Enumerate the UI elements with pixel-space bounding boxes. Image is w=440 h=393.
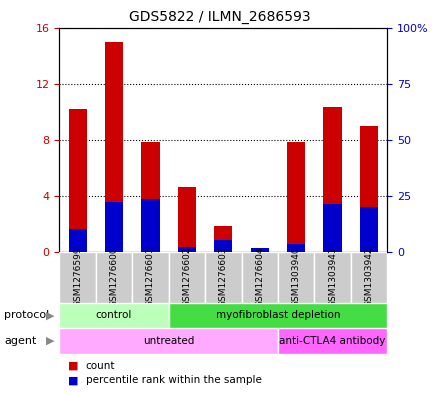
Text: ▶: ▶ bbox=[46, 310, 55, 320]
Text: untreated: untreated bbox=[143, 336, 194, 346]
Bar bbox=[242, 252, 278, 303]
Bar bbox=[178, 187, 196, 252]
Text: agent: agent bbox=[4, 336, 37, 346]
Text: GSM1303942: GSM1303942 bbox=[364, 247, 374, 307]
Bar bbox=[105, 42, 123, 252]
Bar bbox=[251, 249, 269, 252]
Bar bbox=[287, 244, 305, 252]
Bar bbox=[205, 252, 242, 303]
Bar bbox=[287, 142, 305, 252]
Bar bbox=[141, 199, 160, 252]
Text: myofibroblast depletion: myofibroblast depletion bbox=[216, 310, 340, 320]
Text: GSM1276600: GSM1276600 bbox=[110, 247, 118, 307]
Text: GSM1276603: GSM1276603 bbox=[219, 247, 228, 307]
Bar bbox=[323, 107, 342, 252]
Text: ▶: ▶ bbox=[46, 336, 55, 346]
Bar bbox=[360, 207, 378, 252]
Bar bbox=[69, 109, 87, 252]
Text: ■: ■ bbox=[68, 375, 79, 385]
Bar bbox=[214, 240, 232, 252]
Bar bbox=[169, 303, 387, 328]
Bar bbox=[214, 226, 232, 252]
Bar bbox=[351, 252, 387, 303]
Bar bbox=[141, 142, 160, 252]
Text: count: count bbox=[86, 361, 115, 371]
Bar bbox=[59, 252, 96, 303]
Text: GSM1276599: GSM1276599 bbox=[73, 247, 82, 307]
Text: anti-CTLA4 antibody: anti-CTLA4 antibody bbox=[279, 336, 386, 346]
Bar bbox=[96, 252, 132, 303]
Text: GSM1276602: GSM1276602 bbox=[182, 247, 191, 307]
Text: GSM1303941: GSM1303941 bbox=[328, 247, 337, 307]
Bar bbox=[132, 252, 169, 303]
Bar bbox=[178, 247, 196, 252]
Bar bbox=[323, 204, 342, 252]
Text: protocol: protocol bbox=[4, 310, 50, 320]
Bar bbox=[360, 125, 378, 252]
Text: percentile rank within the sample: percentile rank within the sample bbox=[86, 375, 262, 385]
Text: GSM1276601: GSM1276601 bbox=[146, 247, 155, 307]
Bar bbox=[314, 252, 351, 303]
Bar bbox=[278, 252, 314, 303]
Bar bbox=[105, 202, 123, 252]
Bar bbox=[278, 328, 387, 354]
Text: ■: ■ bbox=[68, 361, 79, 371]
Text: GSM1303940: GSM1303940 bbox=[292, 247, 301, 307]
Text: control: control bbox=[96, 310, 132, 320]
Text: GSM1276604: GSM1276604 bbox=[255, 247, 264, 307]
Bar bbox=[251, 248, 269, 252]
Text: GDS5822 / ILMN_2686593: GDS5822 / ILMN_2686593 bbox=[129, 10, 311, 24]
Bar bbox=[69, 229, 87, 252]
Bar bbox=[169, 252, 205, 303]
Bar bbox=[59, 303, 169, 328]
Bar bbox=[59, 328, 278, 354]
